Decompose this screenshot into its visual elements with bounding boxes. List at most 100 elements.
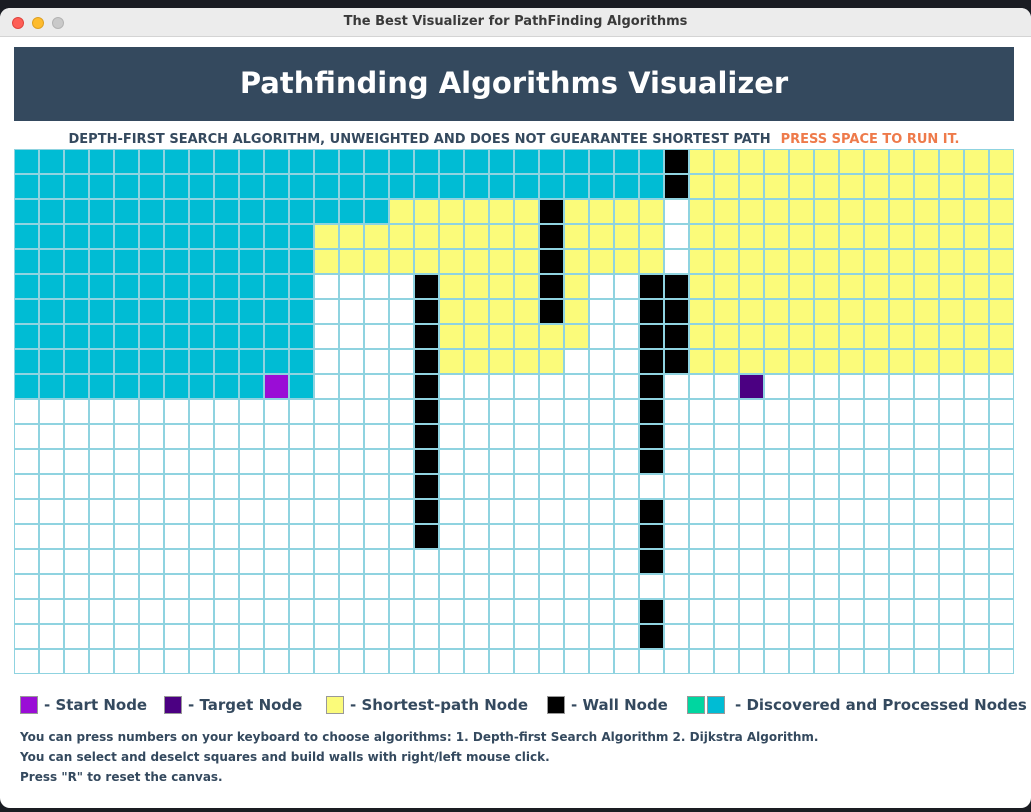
path-node-cell[interactable] [564, 199, 589, 224]
grid-cell[interactable] [614, 574, 639, 599]
grid-cell[interactable] [314, 324, 339, 349]
grid-cell[interactable] [514, 649, 539, 674]
grid-cell[interactable] [389, 424, 414, 449]
grid-cell[interactable] [314, 474, 339, 499]
wall-node-cell[interactable] [664, 174, 689, 199]
grid-cell[interactable] [364, 399, 389, 424]
grid-cell[interactable] [664, 574, 689, 599]
path-node-cell[interactable] [764, 224, 789, 249]
processed-node-cell[interactable] [214, 224, 239, 249]
path-node-cell[interactable] [839, 274, 864, 299]
grid-cell[interactable] [564, 424, 589, 449]
processed-node-cell[interactable] [114, 174, 139, 199]
processed-node-cell[interactable] [39, 149, 64, 174]
wall-node-cell[interactable] [664, 349, 689, 374]
grid-cell[interactable] [914, 449, 939, 474]
grid-cell[interactable] [239, 574, 264, 599]
path-node-cell[interactable] [689, 149, 714, 174]
path-node-cell[interactable] [464, 249, 489, 274]
grid-cell[interactable] [264, 399, 289, 424]
grid-cell[interactable] [364, 424, 389, 449]
grid-cell[interactable] [539, 499, 564, 524]
path-node-cell[interactable] [389, 199, 414, 224]
grid-cell[interactable] [864, 449, 889, 474]
wall-node-cell[interactable] [664, 274, 689, 299]
grid-cell[interactable] [464, 424, 489, 449]
path-node-cell[interactable] [714, 274, 739, 299]
processed-node-cell[interactable] [64, 274, 89, 299]
grid-cell[interactable] [289, 649, 314, 674]
grid-cell[interactable] [139, 624, 164, 649]
wall-node-cell[interactable] [414, 274, 439, 299]
grid-cell[interactable] [489, 549, 514, 574]
processed-node-cell[interactable] [264, 224, 289, 249]
processed-node-cell[interactable] [39, 174, 64, 199]
path-node-cell[interactable] [614, 249, 639, 274]
grid-cell[interactable] [89, 574, 114, 599]
grid-cell[interactable] [239, 549, 264, 574]
grid-cell[interactable] [589, 499, 614, 524]
grid-cell[interactable] [364, 324, 389, 349]
path-node-cell[interactable] [439, 224, 464, 249]
path-node-cell[interactable] [689, 349, 714, 374]
processed-node-cell[interactable] [139, 274, 164, 299]
processed-node-cell[interactable] [14, 149, 39, 174]
grid-cell[interactable] [989, 624, 1014, 649]
grid-cell[interactable] [239, 624, 264, 649]
processed-node-cell[interactable] [189, 174, 214, 199]
wall-node-cell[interactable] [414, 499, 439, 524]
path-node-cell[interactable] [889, 174, 914, 199]
grid-cell[interactable] [289, 449, 314, 474]
wall-node-cell[interactable] [639, 349, 664, 374]
grid-cell[interactable] [589, 274, 614, 299]
grid-cell[interactable] [164, 424, 189, 449]
path-node-cell[interactable] [789, 149, 814, 174]
path-node-cell[interactable] [489, 349, 514, 374]
grid-cell[interactable] [214, 624, 239, 649]
grid-cell[interactable] [189, 599, 214, 624]
grid-cell[interactable] [739, 474, 764, 499]
grid-cell[interactable] [514, 499, 539, 524]
path-node-cell[interactable] [864, 199, 889, 224]
grid-cell[interactable] [964, 524, 989, 549]
grid-cell[interactable] [914, 649, 939, 674]
path-node-cell[interactable] [514, 224, 539, 249]
grid-cell[interactable] [189, 524, 214, 549]
grid-cell[interactable] [439, 624, 464, 649]
path-node-cell[interactable] [689, 224, 714, 249]
grid-cell[interactable] [614, 499, 639, 524]
grid-cell[interactable] [864, 424, 889, 449]
path-node-cell[interactable] [714, 224, 739, 249]
grid-cell[interactable] [789, 499, 814, 524]
processed-node-cell[interactable] [89, 174, 114, 199]
grid-cell[interactable] [739, 424, 764, 449]
grid-cell[interactable] [789, 649, 814, 674]
processed-node-cell[interactable] [114, 149, 139, 174]
grid-cell[interactable] [139, 549, 164, 574]
path-node-cell[interactable] [639, 224, 664, 249]
path-node-cell[interactable] [639, 199, 664, 224]
grid-cell[interactable] [64, 524, 89, 549]
wall-node-cell[interactable] [639, 599, 664, 624]
path-node-cell[interactable] [389, 249, 414, 274]
path-node-cell[interactable] [964, 274, 989, 299]
grid-cell[interactable] [114, 599, 139, 624]
processed-node-cell[interactable] [89, 299, 114, 324]
grid-cell[interactable] [464, 624, 489, 649]
processed-node-cell[interactable] [164, 199, 189, 224]
grid-cell[interactable] [739, 649, 764, 674]
wall-node-cell[interactable] [639, 624, 664, 649]
grid-cell[interactable] [564, 474, 589, 499]
processed-node-cell[interactable] [589, 174, 614, 199]
path-node-cell[interactable] [814, 174, 839, 199]
grid-cell[interactable] [814, 549, 839, 574]
grid-cell[interactable] [164, 524, 189, 549]
path-node-cell[interactable] [714, 174, 739, 199]
grid-cell[interactable] [14, 649, 39, 674]
close-window-button[interactable] [12, 17, 24, 29]
path-node-cell[interactable] [989, 299, 1014, 324]
grid-cell[interactable] [14, 424, 39, 449]
processed-node-cell[interactable] [139, 149, 164, 174]
processed-node-cell[interactable] [164, 349, 189, 374]
processed-node-cell[interactable] [189, 249, 214, 274]
